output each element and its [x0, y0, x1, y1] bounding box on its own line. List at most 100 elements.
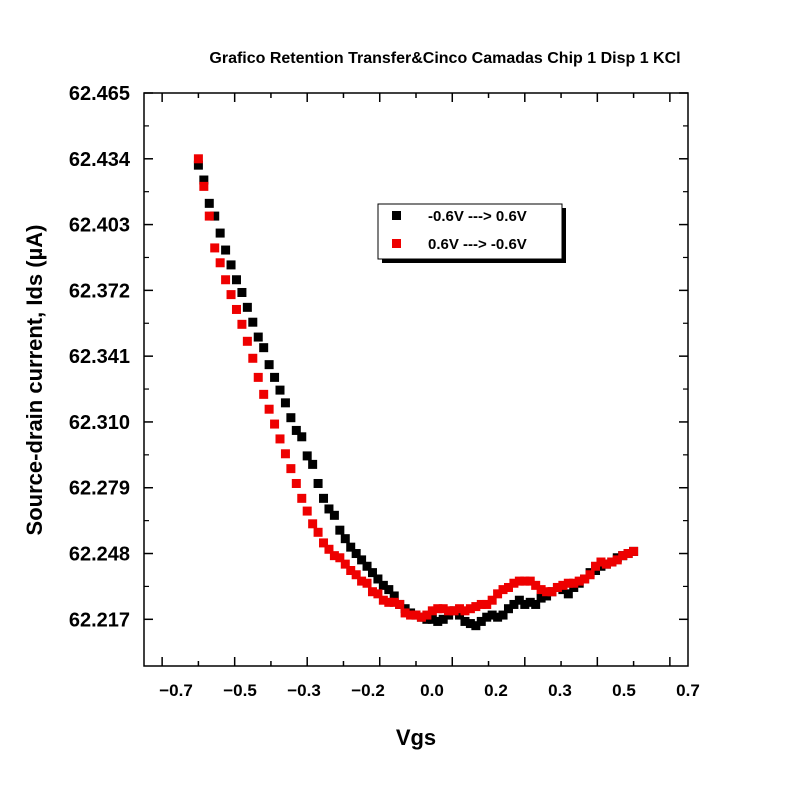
- x-axis-label: Vgs: [396, 725, 436, 750]
- data-point: [221, 245, 231, 255]
- x-tick-label: 0.5: [612, 681, 636, 700]
- data-point: [204, 211, 214, 221]
- data-point: [503, 604, 513, 614]
- data-point: [351, 549, 361, 559]
- data-point: [411, 610, 421, 620]
- x-tick-label: 0.7: [676, 681, 700, 700]
- data-point: [487, 595, 497, 605]
- data-point: [563, 578, 573, 588]
- data-point: [514, 595, 524, 605]
- data-point: [373, 589, 383, 599]
- data-point: [340, 534, 350, 544]
- data-point: [204, 198, 214, 208]
- x-tick-label: 0.0: [420, 681, 444, 700]
- data-point: [264, 404, 274, 414]
- data-point: [438, 614, 448, 624]
- data-point: [400, 608, 410, 618]
- data-point: [259, 389, 269, 399]
- data-point: [324, 544, 334, 554]
- data-point: [319, 493, 329, 503]
- data-point: [324, 504, 334, 514]
- y-tick-label: 62.217: [69, 609, 130, 631]
- data-point: [498, 585, 508, 595]
- data-point: [335, 525, 345, 535]
- data-point: [455, 604, 465, 614]
- data-point: [531, 580, 541, 590]
- data-point: [406, 610, 416, 620]
- x-tick-label: 0.2: [484, 681, 508, 700]
- data-point: [389, 591, 399, 601]
- data-point: [221, 275, 231, 285]
- data-point: [199, 175, 209, 185]
- y-tick-label: 62.341: [69, 346, 130, 368]
- y-tick-label: 62.310: [69, 412, 130, 434]
- data-point: [242, 336, 252, 346]
- data-point: [449, 606, 459, 616]
- data-point: [270, 372, 280, 382]
- data-point: [362, 561, 372, 571]
- data-point: [253, 332, 263, 342]
- y-tick-label: 62.403: [69, 215, 130, 237]
- data-point: [514, 576, 524, 586]
- data-point: [210, 211, 220, 221]
- chart-title: Grafico Retention Transfer&Cinco Camadas…: [209, 50, 680, 67]
- data-point: [242, 302, 252, 312]
- data-point: [487, 610, 497, 620]
- data-point: [357, 555, 367, 565]
- data-point: [378, 595, 388, 605]
- data-point: [395, 599, 405, 609]
- data-point: [520, 599, 530, 609]
- legend-box: [377, 203, 563, 260]
- data-point: [574, 576, 584, 586]
- data-point: [536, 585, 546, 595]
- data-point: [259, 343, 269, 353]
- y-axis: 62.217 62.248 62.279 62.310 62.341 62.372 62.4…: [69, 83, 688, 631]
- data-point: [297, 432, 307, 442]
- data-point: [427, 614, 437, 624]
- data-point: [433, 616, 443, 626]
- data-point: [585, 570, 595, 580]
- data-point: [286, 413, 296, 423]
- data-point: [623, 549, 633, 559]
- y-tick-label: 62.248: [69, 544, 130, 566]
- data-point: [482, 599, 492, 609]
- data-point: [503, 582, 513, 592]
- data-point: [601, 559, 611, 569]
- data-point: [629, 546, 639, 556]
- data-point: [346, 566, 356, 575]
- series-2: [193, 154, 639, 622]
- data-point: [476, 616, 486, 626]
- data-point: [270, 419, 280, 429]
- data-point: [373, 574, 383, 584]
- y-axis-label: Source-drain current, Ids (µA): [22, 225, 47, 536]
- data-point: [455, 610, 465, 620]
- data-point: [607, 557, 617, 567]
- data-point: [471, 602, 481, 612]
- data-point: [286, 464, 296, 474]
- y-tick-label: 62.465: [69, 83, 130, 105]
- data-point: [280, 449, 290, 459]
- data-point: [329, 551, 339, 561]
- data-point: [384, 585, 394, 595]
- data-point: [547, 587, 557, 597]
- data-point: [193, 160, 203, 170]
- data-point: [193, 154, 203, 164]
- data-point: [525, 597, 535, 607]
- data-point: [422, 610, 432, 620]
- data-point: [433, 604, 443, 614]
- data-point: [384, 597, 394, 607]
- legend-label-series-2: 0.6V ---> -0.6V: [428, 236, 527, 253]
- data-point: [275, 434, 285, 444]
- legend: -0.6V ---> 0.6V 0.6V ---> -0.6V: [377, 203, 566, 263]
- legend-marker-series-1: [392, 211, 401, 220]
- data-point: [340, 559, 350, 569]
- data-point: [237, 319, 247, 329]
- data-point: [416, 612, 426, 622]
- data-point: [253, 372, 263, 382]
- data-point: [313, 527, 323, 537]
- plot-frame: [143, 92, 689, 667]
- data-point: [471, 621, 481, 631]
- data-point: [427, 606, 437, 616]
- data-point: [498, 610, 508, 620]
